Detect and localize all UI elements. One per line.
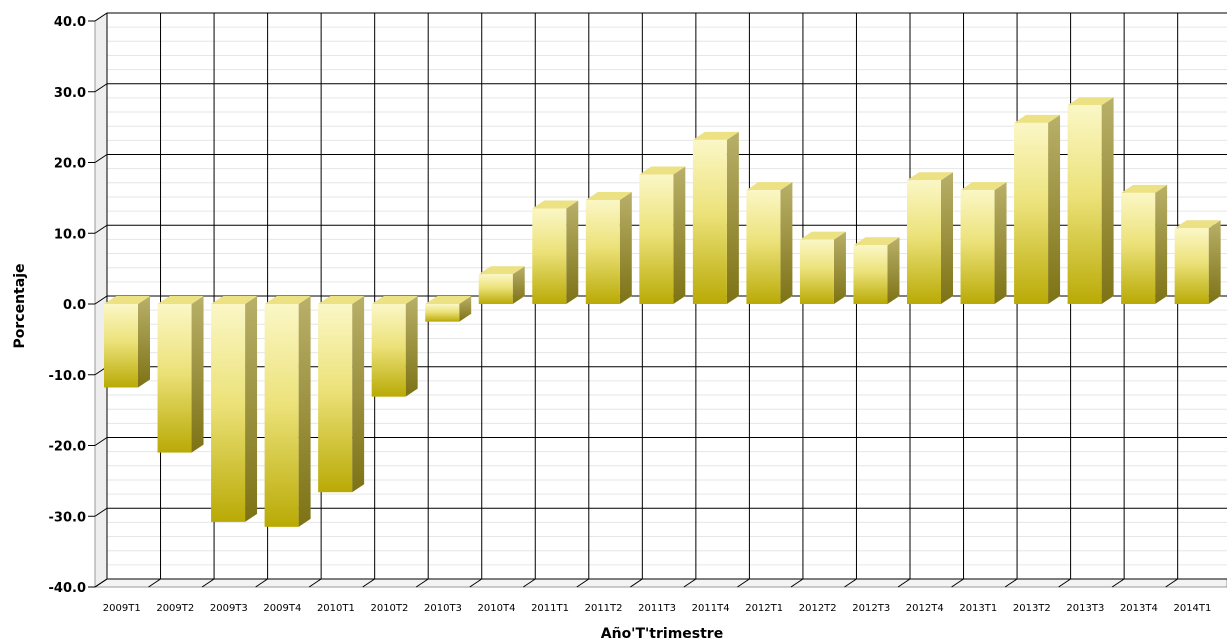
x-tick-label: 2011T1 (531, 603, 569, 614)
bar-2011T4 (692, 131, 739, 304)
x-tick-label: 2013T1 (959, 603, 997, 614)
bar-2009T3 (211, 296, 258, 522)
bar-2011T2 (585, 191, 632, 304)
x-tick-label: 2012T4 (906, 603, 944, 614)
y-tick-label: -10.0 (49, 369, 86, 384)
x-tick-label: 2010T3 (424, 603, 462, 614)
x-tick-label: 2011T2 (585, 603, 623, 614)
y-tick-labels: 40.0 30.0 20.0 10.0 0.0 -10.0 -20.0 -30.0 -40.0 (49, 15, 95, 596)
x-axis-title: Año'T'trimestre (601, 626, 723, 642)
bar-2013T3 (1067, 97, 1114, 304)
bar-2009T4 (264, 296, 311, 527)
x-tick-label: 2010T2 (370, 603, 408, 614)
bars (104, 97, 1221, 527)
bar-2010T1 (318, 296, 365, 493)
x-tick-label: 2010T4 (478, 603, 516, 614)
y-tick-label: 20.0 (54, 157, 86, 172)
y-tick-label: 0.0 (63, 298, 86, 313)
y-tick-label: -30.0 (49, 510, 86, 525)
bar-2013T4 (1121, 184, 1168, 304)
bar-2009T2 (157, 296, 204, 453)
bar-2010T4 (478, 266, 525, 304)
y-tick-label: -40.0 (49, 581, 86, 596)
x-tick-label: 2012T3 (852, 603, 890, 614)
x-tick-label: 2009T1 (103, 603, 141, 614)
bar-2010T2 (371, 296, 418, 397)
y-tick-label: 10.0 (54, 227, 86, 242)
x-tick-label: 2013T2 (1013, 603, 1051, 614)
x-tick-label: 2009T4 (263, 603, 301, 614)
bar-2012T3 (853, 237, 900, 304)
bar-2013T2 (1014, 114, 1061, 304)
x-tick-label: 2012T2 (799, 603, 837, 614)
x-tick-labels: 2009T1 2009T2 2009T3 2009T4 2010T1 2010T2 2010… (103, 603, 1212, 614)
bar-2012T4 (907, 172, 953, 304)
bar-2012T2 (799, 231, 846, 304)
x-tick-label: 2011T3 (638, 603, 676, 614)
y-tick-label: 40.0 (54, 15, 86, 30)
bar-2009T1 (104, 296, 150, 388)
x-tick-label: 2013T4 (1120, 603, 1158, 614)
bar-2010T3 (425, 296, 472, 322)
y-tick-label: 30.0 (54, 86, 86, 101)
bar-2012T1 (746, 182, 793, 304)
x-tick-label: 2010T1 (317, 603, 355, 614)
y-axis-title: Porcentaje (12, 264, 28, 349)
x-tick-label: 2011T4 (692, 603, 730, 614)
y-tick-label: -20.0 (49, 440, 86, 455)
x-tick-label: 2009T2 (156, 603, 194, 614)
bar-2011T1 (532, 200, 579, 304)
x-tick-label: 2014T1 (1173, 603, 1211, 614)
bar-2014T1 (1174, 220, 1221, 304)
bar-2013T1 (960, 182, 1007, 304)
x-tick-label: 2013T3 (1066, 603, 1104, 614)
x-tick-label: 2012T1 (745, 603, 783, 614)
x-tick-label: 2009T3 (210, 603, 248, 614)
bar-2011T3 (639, 166, 686, 304)
